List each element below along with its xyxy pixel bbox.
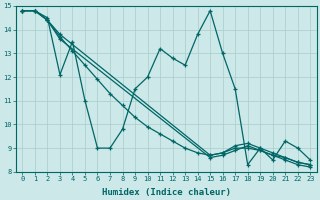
X-axis label: Humidex (Indice chaleur): Humidex (Indice chaleur): [102, 188, 231, 197]
